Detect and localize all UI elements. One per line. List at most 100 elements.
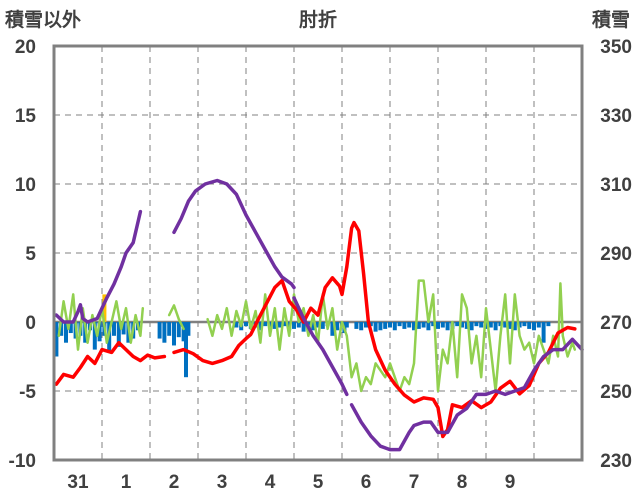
precip_blue-bar	[383, 322, 388, 329]
precip_blue-bar	[392, 322, 397, 331]
precip_blue-bar	[488, 322, 493, 328]
x-tick: 7	[409, 472, 420, 493]
precip_blue-bar	[546, 322, 551, 327]
x-tick: 6	[361, 472, 372, 493]
snow_depth-line	[292, 296, 349, 397]
precip_blue-bar	[364, 322, 368, 328]
precip_blue-bar	[311, 322, 316, 331]
grid-lines	[54, 45, 582, 461]
precip_blue-bar	[316, 322, 320, 328]
precip_blue-bar	[344, 322, 349, 328]
chart-title: 肘折	[299, 9, 337, 31]
precip_blue-bar	[464, 322, 469, 329]
precip_blue-bar	[517, 322, 522, 328]
x-tick: 8	[457, 472, 468, 493]
precip_blue-bar	[460, 322, 464, 328]
x-ticks: 31 1 2 3 4 5 6 7 8 9	[67, 472, 515, 493]
right-y-tick: 290	[600, 244, 632, 265]
precip_blue-bar	[176, 322, 181, 338]
x-tick: 5	[313, 472, 324, 493]
plot-frame	[52, 44, 584, 462]
precip_blue-bar	[388, 322, 392, 328]
temperature-line	[172, 220, 577, 439]
precip_blue-bar	[330, 322, 335, 336]
x-tick: 3	[217, 472, 228, 493]
x-tick: 9	[505, 472, 516, 493]
left-y-tick: 20	[15, 37, 36, 58]
precip_blue-bar	[112, 322, 116, 336]
other_green-line	[167, 304, 185, 331]
precip_blue-bar	[416, 322, 421, 329]
right-axis-label: 積雪	[592, 8, 630, 31]
precip_blue-bar	[234, 322, 239, 328]
x-tick: 31	[67, 472, 89, 493]
precip_blue-bar	[512, 322, 517, 331]
snow_depth-line	[349, 337, 584, 452]
precip_blue-bar	[335, 322, 340, 331]
precip_blue-bar	[292, 322, 296, 329]
precip_blue-bar	[508, 322, 512, 329]
snow_depth-line	[172, 178, 296, 290]
precip_blue-bar	[116, 322, 121, 347]
precip_blue-bar	[368, 322, 373, 327]
precip_blue-bar	[186, 322, 191, 336]
right-y-tick: 270	[600, 313, 632, 334]
precip_blue-bar	[268, 322, 272, 328]
x-tick: 1	[121, 472, 132, 493]
left-y-tick: -10	[9, 451, 36, 472]
precip_blue-bar	[479, 322, 484, 328]
precip_blue-bar	[397, 322, 402, 327]
precip_blue-bar	[64, 322, 68, 343]
precip_blue-bar	[431, 322, 436, 327]
precip_blue-bar	[162, 322, 167, 343]
temperature-line	[54, 340, 167, 386]
right-y-tick: 230	[600, 451, 632, 472]
precip_blue-bar	[421, 322, 426, 328]
right-y-tick: 330	[600, 106, 632, 127]
series-lines	[54, 178, 584, 452]
precip_blue-bar	[320, 322, 325, 329]
precip_blue-bar	[373, 322, 378, 332]
precip_blue-bar	[354, 322, 359, 329]
precip_blue-bar	[536, 322, 541, 328]
precip_blue-bar	[402, 322, 407, 329]
precip_blue-bar	[503, 322, 508, 328]
precip_blue-bar	[272, 322, 277, 329]
precip_blue-bar	[59, 322, 64, 336]
precip_blue-bar	[167, 322, 172, 336]
precip_blue-bar	[359, 322, 364, 331]
right-y-tick: 350	[600, 37, 632, 58]
precip_blue-bar	[426, 322, 431, 331]
precip_blue-bar	[258, 322, 263, 331]
precip_blue-bar	[277, 322, 282, 328]
left-y-tick: -5	[19, 382, 36, 403]
precip_blue-bar	[541, 322, 546, 343]
x-tick: 4	[265, 472, 276, 493]
precip_blue-bar	[532, 322, 536, 331]
precip_blue-bar	[244, 322, 248, 327]
precip_blue-bar	[68, 322, 73, 334]
precip_blue-bar	[469, 322, 474, 331]
precip_blue-bar	[412, 322, 416, 331]
precip_blue-bar	[522, 322, 527, 327]
right-y-tick: 310	[600, 175, 632, 196]
precip_blue-bar	[407, 322, 412, 328]
precip_yellow-bar	[102, 294, 107, 322]
precip_blue-bar	[263, 322, 268, 327]
precip_blue-bar	[436, 322, 440, 329]
precip_blue-bar	[498, 322, 503, 327]
precip_blue-bar	[97, 322, 102, 342]
precip_blue-bar	[282, 322, 287, 327]
snow_depth-line	[54, 209, 143, 324]
precip_blue-bar	[527, 322, 532, 329]
left-y-tick: 0	[25, 313, 36, 334]
precip_blue-bar	[54, 322, 59, 357]
precip_blue-bar	[92, 322, 97, 350]
precip_blue-bar	[172, 322, 176, 346]
precip_blue-bar	[378, 322, 383, 331]
plot-area	[52, 44, 584, 462]
other_green-line	[206, 279, 577, 393]
precip_blue-bar	[121, 322, 126, 335]
left-axis-label: 積雪以外	[5, 8, 81, 31]
